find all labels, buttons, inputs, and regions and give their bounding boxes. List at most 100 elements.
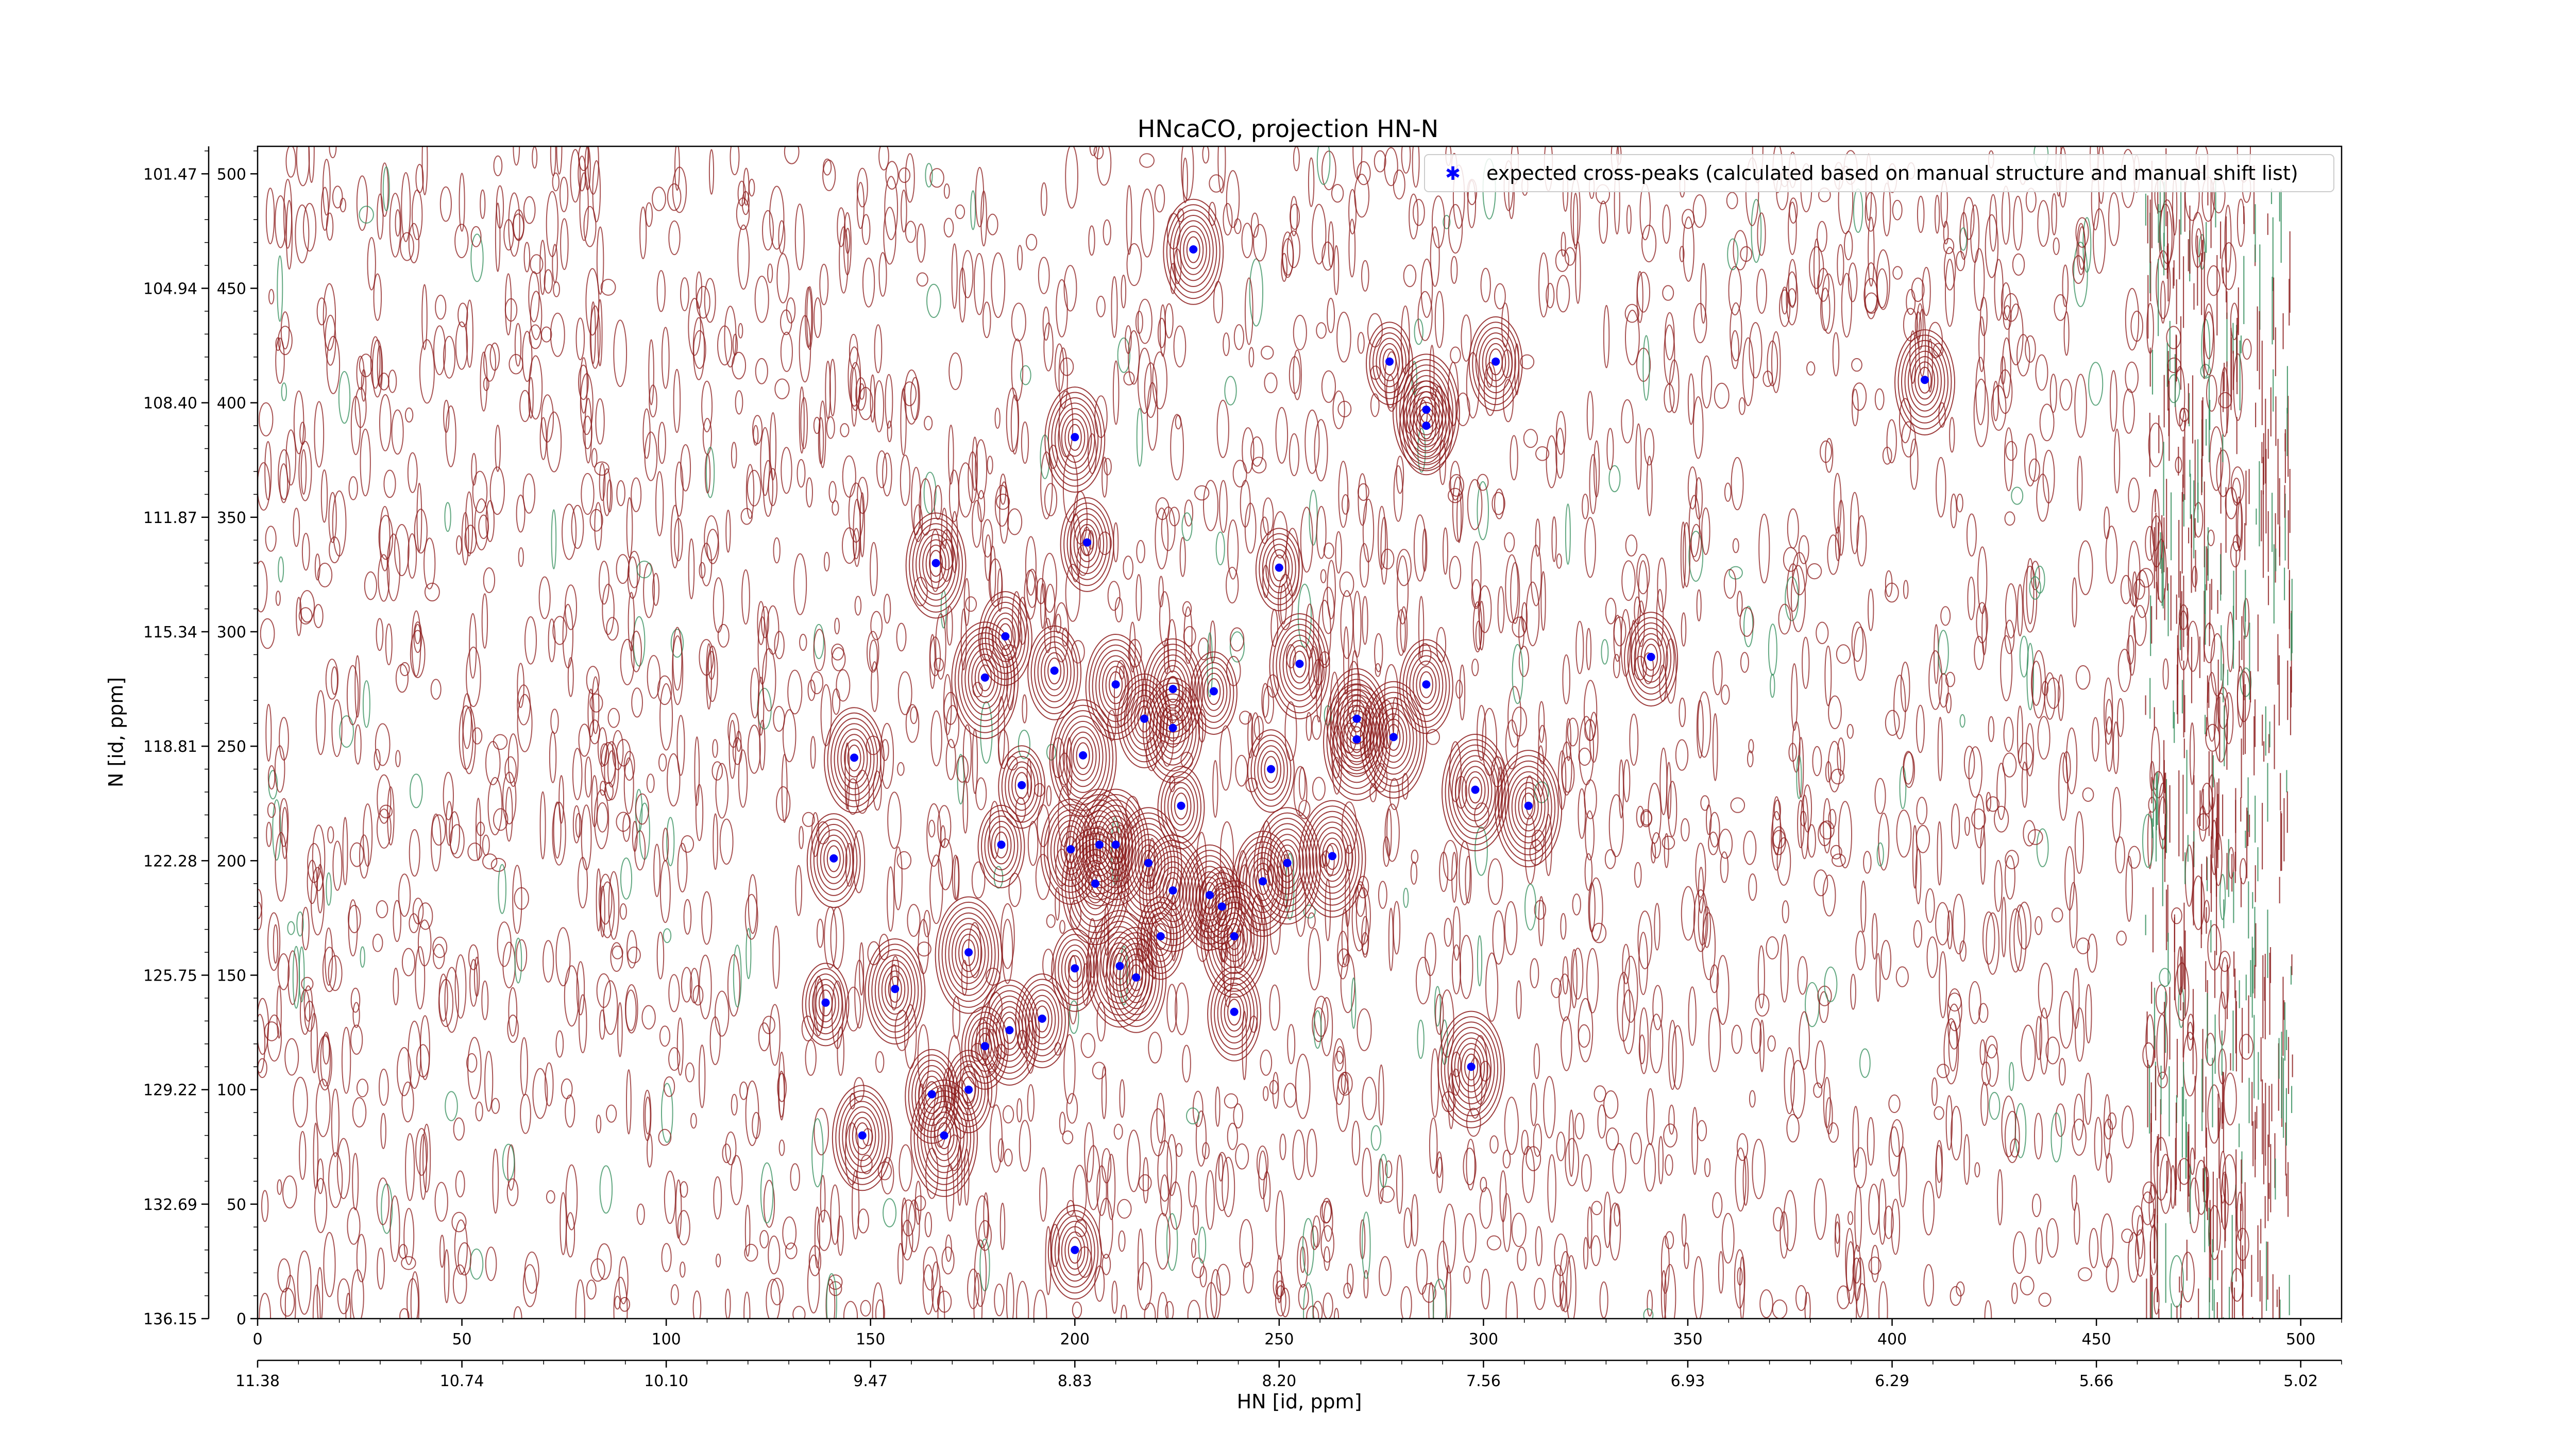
noise-contour — [572, 805, 581, 844]
peak-contour — [1263, 823, 1311, 907]
noise-contour — [1959, 212, 1968, 260]
noise-contour — [1928, 650, 1943, 710]
noise-contour — [495, 425, 501, 472]
y-tick-index-label: 200 — [217, 852, 246, 870]
noise-contour — [1046, 914, 1056, 928]
cross-peak-point — [964, 1085, 973, 1094]
noise-contour — [313, 604, 324, 628]
noise-contour — [1074, 1219, 1087, 1238]
chart-title: HNcaCO, projection HN-N — [1138, 115, 1438, 143]
noise-contour — [2135, 1229, 2145, 1277]
noise-contour — [298, 607, 313, 625]
noise-contour — [2025, 723, 2035, 777]
noise-contour — [1216, 1263, 1231, 1296]
noise-contour — [524, 1251, 539, 1294]
noise-contour — [1362, 1076, 1377, 1120]
noise-contour — [299, 1131, 307, 1180]
noise-contour — [258, 889, 263, 919]
noise-contour — [1590, 1235, 1601, 1267]
noise-contour — [610, 942, 623, 972]
noise-contour — [1779, 289, 1791, 327]
noise-contour — [1465, 855, 1472, 904]
noise-contour — [1546, 282, 1555, 309]
noise-contour — [539, 417, 547, 460]
noise-contour — [359, 206, 374, 224]
noise-contour — [1636, 272, 1650, 313]
noise-contour — [831, 647, 846, 671]
noise-contour — [834, 617, 840, 635]
noise-contour — [279, 463, 289, 503]
noise-contour — [767, 263, 773, 283]
peak-contour — [823, 840, 844, 879]
noise-contour — [1688, 495, 1700, 558]
noise-contour — [394, 524, 410, 577]
noise-contour — [1867, 1117, 1875, 1166]
noise-contour — [1974, 794, 1985, 849]
noise-contour — [1992, 380, 1999, 422]
noise-contour — [2031, 1193, 2042, 1217]
noise-contour — [348, 899, 358, 957]
noise-contour — [1186, 1107, 1200, 1125]
noise-contour — [2192, 566, 2198, 588]
noise-contour — [1586, 391, 1594, 441]
noise-contour — [375, 723, 391, 766]
noise-contour — [329, 536, 341, 564]
noise-contour — [439, 1235, 445, 1268]
peak-contour — [855, 1122, 870, 1150]
noise-contour — [854, 596, 862, 616]
peak-contour — [1289, 645, 1310, 684]
noise-contour — [699, 1044, 706, 1108]
noise-contour — [1593, 440, 1600, 498]
noise-contour — [1055, 887, 1060, 921]
peak-contour — [1179, 225, 1207, 275]
noise-contour — [1667, 781, 1677, 837]
noise-contour — [790, 1163, 800, 1191]
noise-contour — [1937, 1064, 1950, 1079]
noise-contour — [1443, 527, 1448, 575]
noise-contour — [275, 591, 281, 606]
noise-contour — [589, 693, 603, 713]
peak-contour — [1058, 1221, 1092, 1282]
noise-contour — [411, 610, 421, 677]
noise-contour — [1788, 201, 1797, 255]
noise-contour — [1778, 603, 1791, 635]
noise-contour — [1662, 204, 1671, 244]
noise-contour — [1547, 1154, 1556, 1223]
noise-contour — [545, 1062, 554, 1107]
noise-contour — [1660, 1235, 1670, 1294]
noise-contour — [451, 1211, 467, 1233]
noise-contour — [466, 299, 473, 368]
noise-contour — [1462, 1213, 1477, 1263]
x-tick-ppm-label: 10.10 — [644, 1372, 688, 1390]
noise-contour — [1986, 912, 1999, 975]
noise-contour — [766, 1278, 781, 1319]
noise-contour — [1520, 354, 1535, 369]
peak-contour — [1047, 392, 1102, 487]
noise-contour — [667, 753, 681, 807]
noise-contour — [1575, 620, 1584, 675]
cross-peak-point — [891, 985, 900, 993]
noise-contour — [326, 872, 332, 906]
noise-contour — [842, 527, 857, 564]
noise-contour — [285, 146, 296, 178]
peak-contour — [1190, 651, 1238, 735]
noise-contour — [1694, 477, 1703, 520]
noise-contour — [517, 694, 533, 752]
cross-peak-point — [1492, 357, 1500, 366]
noise-contour — [1757, 945, 1765, 1009]
peak-contour — [1176, 220, 1211, 281]
noise-contour — [929, 634, 936, 689]
noise-contour — [408, 223, 420, 263]
noise-contour — [744, 894, 758, 940]
noise-contour — [1477, 935, 1483, 987]
noise-contour — [870, 374, 876, 423]
noise-contour — [1383, 836, 1390, 867]
noise-contour — [1448, 204, 1463, 254]
noise-contour — [925, 163, 933, 188]
noise-contour — [659, 1025, 671, 1047]
noise-contour — [528, 377, 534, 419]
noise-contour — [1817, 221, 1827, 252]
noise-contour — [1959, 940, 1967, 962]
noise-contour — [761, 606, 769, 638]
